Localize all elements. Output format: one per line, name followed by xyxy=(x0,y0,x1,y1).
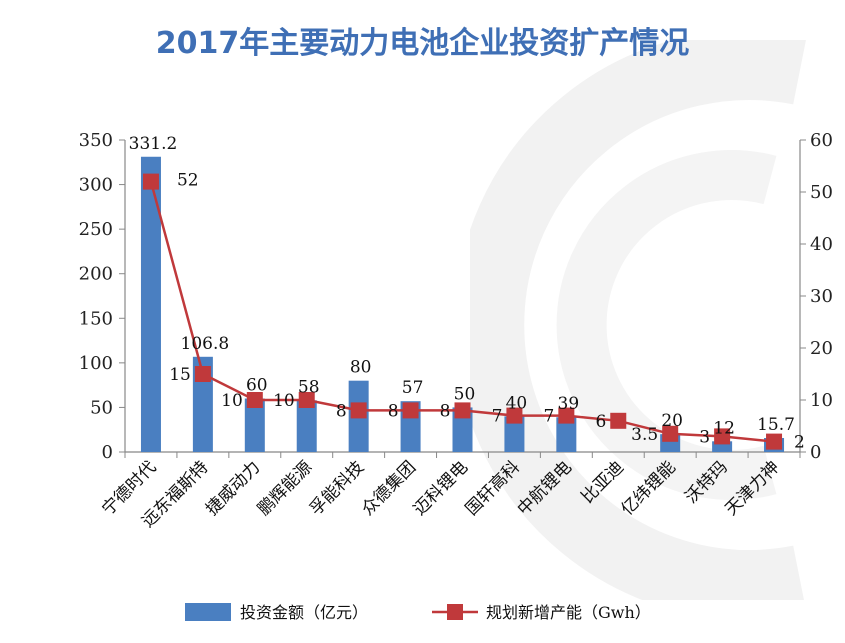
line-data-label: 3 xyxy=(699,427,710,447)
bar-data-label: 20 xyxy=(661,411,683,431)
line-data-label: 10 xyxy=(273,391,295,411)
right-tick-label: 60 xyxy=(810,130,833,151)
line-marker xyxy=(766,433,783,450)
left-tick-label: 100 xyxy=(79,353,113,374)
line-marker xyxy=(662,425,679,442)
line-data-label: 15 xyxy=(169,365,191,385)
bar xyxy=(504,416,525,452)
category-label: 鹏辉能源 xyxy=(254,457,316,519)
line-marker xyxy=(454,402,471,419)
bar-data-label: 80 xyxy=(350,358,372,378)
line-marker xyxy=(350,402,367,419)
line-data-label: 3.5 xyxy=(631,425,658,445)
right-tick-label: 20 xyxy=(810,338,833,359)
left-tick-label: 350 xyxy=(79,130,113,151)
right-tick-label: 50 xyxy=(810,182,833,203)
line-data-label: 8 xyxy=(336,401,347,421)
line-data-label: 52 xyxy=(177,171,199,191)
category-label: 沃特玛 xyxy=(681,457,731,507)
bar-data-label: 50 xyxy=(454,384,476,404)
line-marker xyxy=(142,173,159,190)
line-marker xyxy=(298,392,315,408)
line-data-label: 10 xyxy=(221,391,243,411)
right-tick-label: 10 xyxy=(810,390,833,411)
bar-data-label: 15.7 xyxy=(757,415,795,435)
bar xyxy=(452,407,473,452)
bar-data-label: 57 xyxy=(402,378,424,398)
line-data-label: 2 xyxy=(794,433,805,453)
right-tick-label: 40 xyxy=(810,234,833,255)
line-marker xyxy=(194,366,211,382)
right-tick-label: 30 xyxy=(810,286,833,307)
line-data-label: 8 xyxy=(440,401,451,421)
legend-line-marker xyxy=(447,604,463,620)
line-data-label: 7 xyxy=(544,407,555,427)
legend-bar-label: 投资金额（亿元） xyxy=(240,603,368,622)
bar-data-label: 39 xyxy=(558,394,580,414)
category-label: 亿纬锂能 xyxy=(618,457,680,519)
bar xyxy=(140,156,161,452)
bar xyxy=(556,417,577,452)
legend-bar-swatch xyxy=(185,603,231,621)
bar-data-label: 106.8 xyxy=(181,334,230,354)
left-tick-label: 50 xyxy=(90,397,113,418)
line-data-label: 8 xyxy=(388,401,399,421)
bar xyxy=(244,398,265,452)
category-label: 天津力神 xyxy=(721,457,783,519)
category-label: 中航锂电 xyxy=(514,457,576,519)
category-label: 捷威动力 xyxy=(202,457,264,519)
line-marker xyxy=(610,412,627,429)
bar-data-label: 12 xyxy=(713,418,735,438)
line-data-label: 7 xyxy=(492,407,503,427)
left-tick-label: 300 xyxy=(79,175,113,196)
line-marker xyxy=(506,407,523,424)
category-label: 比亚迪 xyxy=(578,457,628,507)
category-label: 孚能科技 xyxy=(306,457,368,519)
legend-line-label: 规划新增产能（Gwh） xyxy=(486,603,651,622)
bar xyxy=(712,441,733,452)
left-tick-label: 150 xyxy=(79,308,113,329)
line-marker xyxy=(402,402,419,419)
category-label: 国轩高科 xyxy=(462,457,524,519)
line-data-label: 6 xyxy=(595,412,606,432)
right-tick-label: 0 xyxy=(810,442,821,463)
category-label: 众德集团 xyxy=(358,457,420,519)
line-marker xyxy=(714,428,731,445)
line-marker xyxy=(246,392,263,408)
bar-data-label: 331.2 xyxy=(129,134,178,154)
bar xyxy=(296,400,317,452)
bar-data-label: 40 xyxy=(506,393,528,413)
bar-data-label: 60 xyxy=(246,376,268,396)
category-label: 迈科锂电 xyxy=(410,457,472,519)
bar-data-label: 58 xyxy=(298,377,320,397)
left-tick-label: 200 xyxy=(79,264,113,285)
left-tick-label: 250 xyxy=(79,219,113,240)
left-tick-label: 0 xyxy=(102,442,113,463)
chart-title: 2017年主要动力电池企业投资扩产情况 xyxy=(155,26,690,61)
line-marker xyxy=(558,407,575,424)
